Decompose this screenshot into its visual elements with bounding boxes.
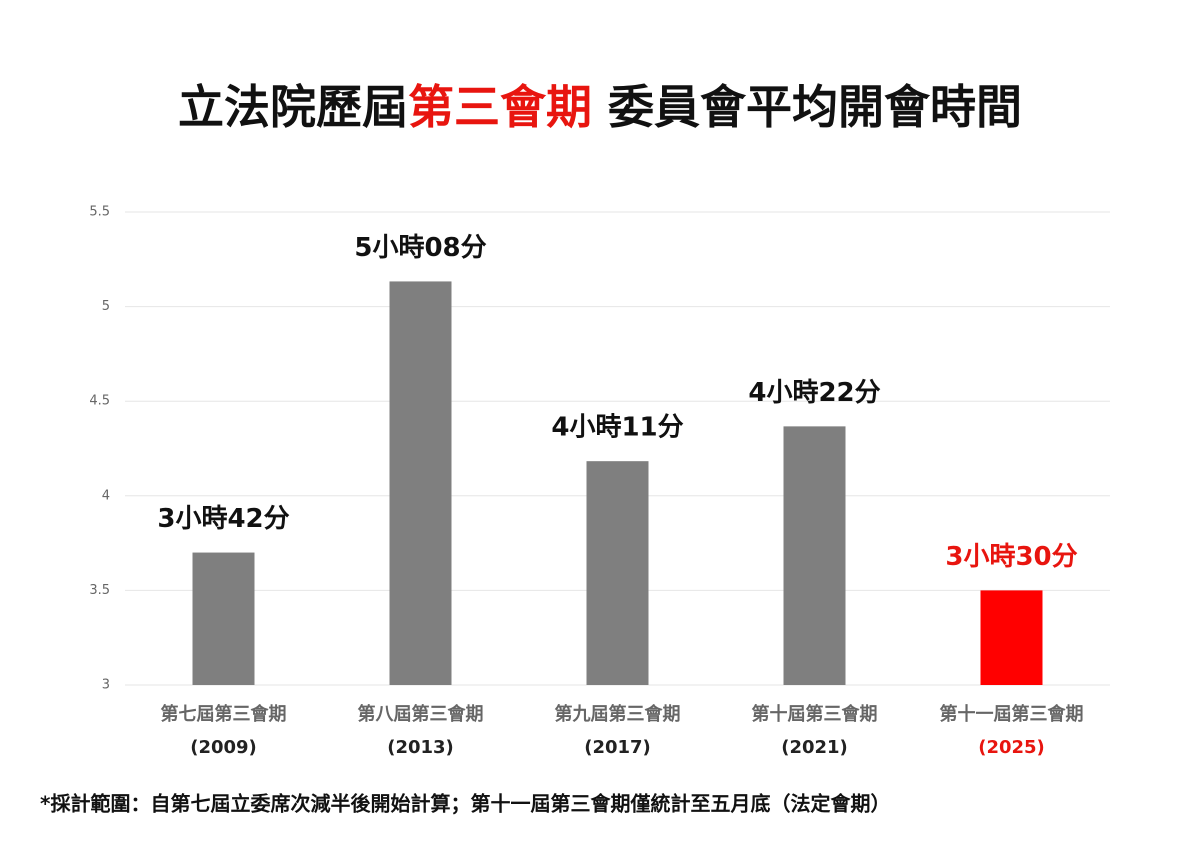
title-part: 委員會平均開會時間 bbox=[592, 80, 1022, 134]
title-part: 立法院歷屆 bbox=[178, 80, 408, 134]
x-tick-year: (2009) bbox=[190, 737, 257, 758]
x-tick-label: 第十屆第三會期 bbox=[752, 703, 878, 725]
x-tick-year: (2017) bbox=[584, 737, 651, 758]
data-label: 4小時11分 bbox=[551, 413, 683, 443]
title-part: 第三會期 bbox=[408, 80, 592, 134]
chart-title: 立法院歷屆第三會期 委員會平均開會時間 bbox=[178, 80, 1022, 134]
y-tick-label: 4 bbox=[102, 488, 110, 503]
data-label: 5小時08分 bbox=[354, 233, 486, 263]
bar bbox=[980, 590, 1043, 685]
x-tick-label: 第八屆第三會期 bbox=[358, 703, 484, 725]
y-tick-label: 4.5 bbox=[89, 394, 110, 409]
y-tick-label: 5.5 bbox=[89, 205, 110, 220]
bar bbox=[586, 461, 649, 685]
x-tick-label: 第九屆第三會期 bbox=[555, 703, 681, 725]
bar bbox=[783, 426, 846, 685]
x-tick-year: (2013) bbox=[387, 737, 454, 758]
x-tick-year: (2025) bbox=[978, 737, 1045, 758]
bar bbox=[389, 281, 452, 685]
data-label: 4小時22分 bbox=[748, 378, 880, 408]
data-label: 3小時30分 bbox=[945, 542, 1077, 572]
data-label: 3小時42分 bbox=[157, 504, 289, 534]
footnote: *採計範圍：自第七屆立委席次減半後開始計算；第十一屆第三會期僅統計至五月底（法定… bbox=[40, 792, 890, 816]
x-tick-label: 第七屆第三會期 bbox=[161, 703, 287, 725]
y-tick-label: 3 bbox=[102, 678, 110, 693]
bar bbox=[192, 552, 255, 685]
x-tick-label: 第十一屆第三會期 bbox=[940, 703, 1084, 725]
y-tick-label: 5 bbox=[102, 299, 110, 314]
x-tick-year: (2021) bbox=[781, 737, 848, 758]
y-tick-label: 3.5 bbox=[89, 583, 110, 598]
